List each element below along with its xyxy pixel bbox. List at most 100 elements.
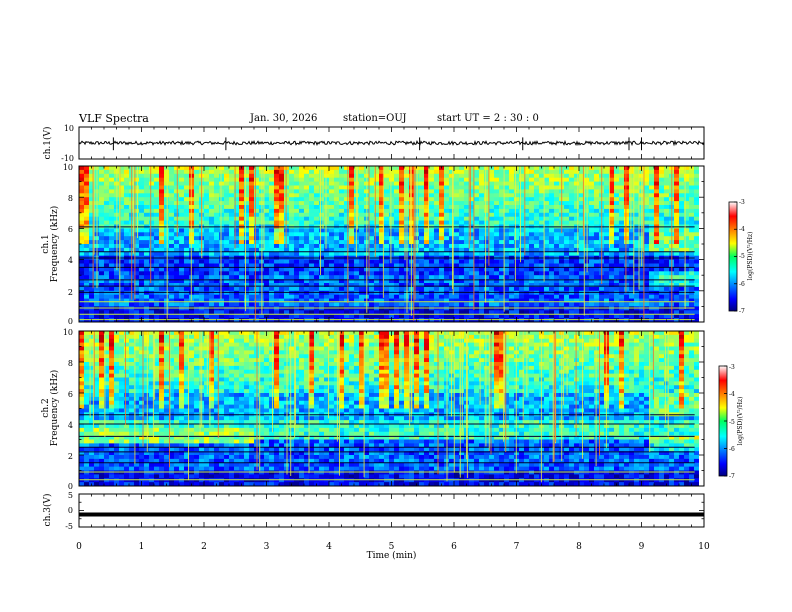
spectrogram-cell [109,189,115,194]
spectrogram-cell [419,193,425,198]
spectrogram-cell [534,236,540,241]
spectrogram-cell [619,283,625,288]
spectrogram-cell [584,283,590,288]
spectrogram-cell [334,166,340,171]
spectrogram-cell [319,244,325,249]
spectrogram-cell [174,306,180,311]
spectrogram-cell [389,216,395,222]
spectrogram-cell [614,279,620,284]
spectrogram-cell [169,185,175,190]
spectrogram-cell [114,298,120,304]
spectrogram-cell [199,306,205,311]
spectrogram-cell [234,314,240,319]
spectrogram-cell [264,240,270,245]
spectrogram-cell [609,314,615,319]
spectrogram-cell [279,201,285,206]
spectrogram-cell [134,306,140,311]
spectrogram-cell [344,263,350,268]
spectrogram-cell [219,244,225,249]
spectrogram-cell [439,271,445,276]
spectrogram-cell [309,279,315,284]
spectrogram-cell [139,251,145,257]
spectrogram-cell [509,236,515,241]
spectrogram-cell [109,216,115,222]
spectrogram-cell [509,220,515,226]
spectrogram-cell [184,244,190,249]
spectrogram-cell [539,193,545,198]
spectrogram-cell [444,263,450,268]
spectrogram-cell [494,302,500,307]
spectrogram-cell [514,216,520,222]
spectrogram-cell [504,298,510,304]
spectrogram-cell [444,232,450,237]
spectrogram-cell [529,173,535,179]
spectrogram-cell [564,251,570,257]
spectrogram-cell [304,279,310,284]
spectrogram-cell [314,251,320,257]
spectrogram-cell [379,294,385,300]
spectrogram-cell [214,271,220,276]
spectrogram-cell [309,259,315,265]
spectrogram-cell [459,232,465,237]
spectrogram-cell [589,220,595,226]
spectrogram-cell [214,208,220,214]
spectrogram-cell [279,197,285,202]
spectrogram-cell [244,189,250,194]
spectrogram-cell [394,283,400,288]
spectrogram-cell [389,232,395,237]
spectrogram-cell [444,208,450,214]
spectrogram-cell [464,216,470,222]
spectrogram-cell [369,189,375,194]
spectrogram-cell [229,232,235,237]
spectrogram-cell [564,310,570,315]
spectrogram-cell [529,240,535,245]
spectrogram-cell [464,181,470,187]
spectrogram-cell [604,205,610,210]
spectrogram-cell [314,283,320,288]
spectrogram-cell [434,290,440,296]
spectrogram-cell [354,267,360,272]
spectrogram-cell [359,205,365,210]
spectrogram-cell [339,267,345,272]
spectrogram-cell [484,216,490,222]
spectrogram-cell [344,216,350,222]
spectrogram-cell [619,220,625,226]
spectrogram-cell [419,185,425,190]
spectrogram-cell [564,197,570,202]
spectrogram-cell [244,232,250,237]
spectrogram-cell [679,169,685,175]
spectrogram-cell [379,201,385,206]
spectrogram-cell [359,181,365,187]
spectrogram-cell [309,240,315,245]
spectrogram-cell [479,216,485,222]
spectrogram-cell [294,216,300,222]
spectrogram-cell [574,302,580,307]
spectrogram-cell [304,181,310,187]
spectrogram-cell [279,166,285,171]
spectrogram-cell [209,193,215,198]
spectrogram-cell [269,263,275,268]
spectrogram-cell [584,290,590,296]
spectrogram-cell [179,212,185,218]
spectrogram-cell [234,259,240,265]
spectrogram-cell [529,294,535,300]
spectrogram-cell [319,232,325,237]
spectrogram-cell [399,189,405,194]
spectrogram-cell [624,267,630,272]
spectrogram-cell [644,294,650,300]
spectrogram-cell [264,205,270,210]
spectrogram-cell [434,263,440,268]
spectrogram-cell [159,267,165,272]
spectrogram-cell [299,240,305,245]
spectrogram-cell [494,240,500,245]
spectrogram-cell [204,302,210,307]
spectrogram-cell [314,279,320,284]
spectrogram-cell [374,166,380,171]
spectrogram-cell [564,279,570,284]
spectrogram-cell [539,173,545,179]
spectrogram-cell [269,177,275,183]
spectrogram-cell [409,314,415,319]
spectrogram-cell [144,169,150,175]
spectrogram-cell [634,271,640,276]
spectrogram-cell [399,310,405,315]
